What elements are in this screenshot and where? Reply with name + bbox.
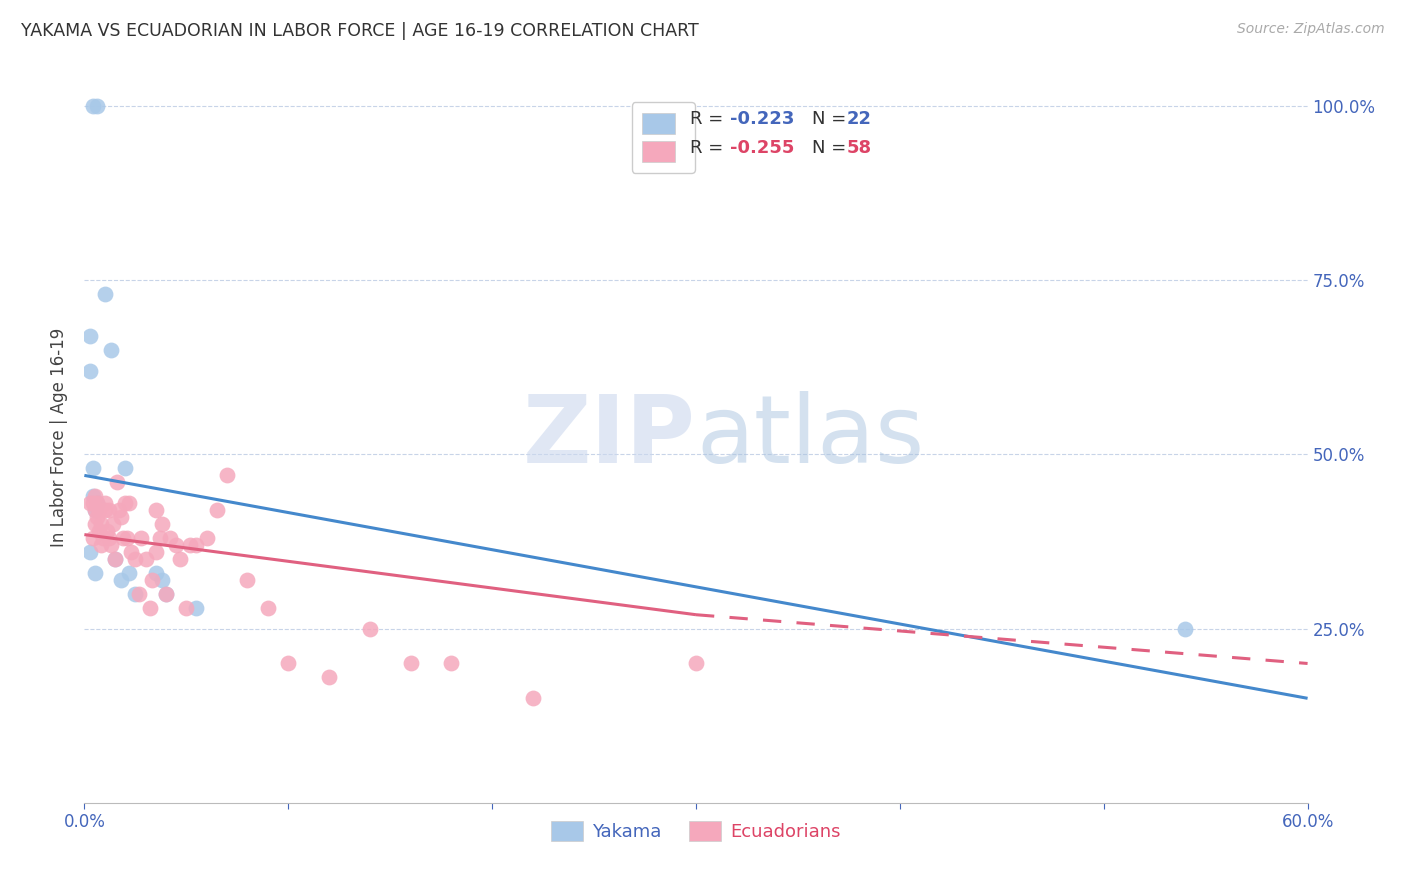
Point (110, 573, 132, 587)
Text: 22: 22 (846, 110, 872, 128)
Point (141, 573, 163, 587)
Point (104, 552, 127, 566)
Point (97, 531, 120, 545)
Point (87, 503, 110, 517)
Point (90, 538, 112, 552)
Point (104, 552, 127, 566)
Point (522, 691, 544, 706)
Point (96, 524, 118, 538)
Point (165, 538, 187, 552)
Point (97, 503, 120, 517)
Point (155, 587, 177, 601)
Point (82, 99, 104, 113)
Point (101, 517, 124, 532)
Point (217, 468, 239, 483)
Point (685, 657, 707, 671)
Point (82, 531, 104, 545)
Point (135, 552, 157, 566)
Text: N =: N = (813, 139, 852, 157)
Text: 58: 58 (846, 139, 872, 157)
Point (110, 510, 132, 524)
Point (150, 517, 173, 532)
Point (205, 503, 228, 517)
Y-axis label: In Labor Force | Age 16-19: In Labor Force | Age 16-19 (51, 327, 69, 547)
Point (195, 531, 218, 545)
Point (186, 600, 208, 615)
Point (82, 489, 104, 503)
Point (114, 496, 136, 510)
Point (318, 670, 340, 684)
Point (115, 531, 138, 545)
Point (105, 475, 128, 490)
Text: -0.223: -0.223 (730, 110, 794, 128)
Point (79, 545, 101, 559)
Point (128, 587, 150, 601)
Point (83, 503, 105, 517)
Point (114, 461, 136, 475)
Point (138, 600, 160, 615)
Point (145, 545, 167, 559)
Text: N =: N = (813, 110, 852, 128)
Point (149, 531, 172, 545)
Point (93, 496, 115, 510)
Text: ZIP: ZIP (523, 391, 696, 483)
Point (169, 552, 191, 566)
Point (86, 510, 108, 524)
Point (91, 531, 114, 545)
Point (159, 531, 181, 545)
Point (83, 566, 105, 580)
Point (82, 461, 104, 475)
Point (93, 287, 115, 301)
Point (108, 503, 131, 517)
Point (124, 587, 146, 601)
Point (93, 503, 115, 517)
Point (87, 524, 110, 538)
Point (86, 496, 108, 510)
Point (118, 566, 141, 580)
Point (399, 657, 422, 671)
Point (124, 552, 146, 566)
Point (131, 531, 153, 545)
Point (179, 538, 201, 552)
Point (112, 531, 135, 545)
Point (257, 600, 280, 615)
Text: R =: R = (690, 139, 728, 157)
Point (86, 99, 108, 113)
Text: atlas: atlas (696, 391, 924, 483)
Point (236, 573, 259, 587)
Point (79, 496, 101, 510)
Point (82, 496, 104, 510)
Text: Source: ZipAtlas.com: Source: ZipAtlas.com (1237, 22, 1385, 37)
Point (83, 503, 105, 517)
Text: R =: R = (690, 110, 728, 128)
Point (90, 517, 112, 532)
Point (440, 657, 463, 671)
Point (120, 545, 142, 559)
Point (186, 538, 208, 552)
Point (79, 329, 101, 343)
Point (83, 489, 105, 503)
Text: -0.255: -0.255 (730, 139, 794, 157)
Point (83, 517, 105, 532)
Text: YAKAMA VS ECUADORIAN IN LABOR FORCE | AGE 16-19 CORRELATION CHART: YAKAMA VS ECUADORIAN IN LABOR FORCE | AG… (21, 22, 699, 40)
Point (86, 496, 108, 510)
Point (277, 657, 299, 671)
Legend: Yakama, Ecuadorians: Yakama, Ecuadorians (544, 814, 848, 848)
Point (100, 343, 122, 357)
Point (150, 573, 173, 587)
Point (145, 566, 167, 580)
Point (118, 496, 141, 510)
Point (100, 538, 122, 552)
Point (155, 587, 177, 601)
Point (1174, 622, 1197, 636)
Point (359, 622, 381, 636)
Point (79, 364, 101, 378)
Point (174, 600, 197, 615)
Point (145, 503, 167, 517)
